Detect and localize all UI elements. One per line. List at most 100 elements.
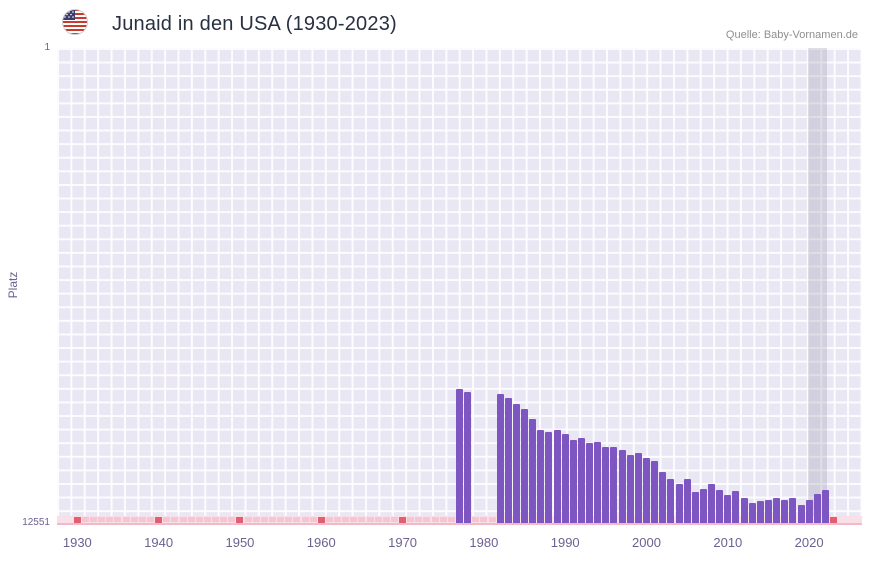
y-tick-top: 1 bbox=[44, 42, 50, 53]
bar-2013[interactable] bbox=[748, 502, 756, 523]
unranked-mark-1944 bbox=[187, 517, 195, 522]
unranked-mark-1965 bbox=[358, 517, 366, 522]
bar-1983[interactable] bbox=[504, 398, 512, 523]
unranked-mark-1970 bbox=[399, 517, 407, 523]
unranked-mark-1974 bbox=[431, 517, 439, 522]
bar-2002[interactable] bbox=[659, 471, 667, 523]
bar-2014[interactable] bbox=[756, 501, 764, 523]
bar-1991[interactable] bbox=[569, 439, 577, 523]
x-tick-label-1980: 1980 bbox=[469, 535, 499, 550]
unranked-mark-1969 bbox=[390, 517, 398, 522]
bar-2008[interactable] bbox=[708, 483, 716, 523]
x-axis-labels: 1930 1940 1950 1960 1970 1980 1990 2000 2010 2020 bbox=[57, 535, 862, 555]
bar-2019[interactable] bbox=[797, 504, 805, 523]
bar-1982[interactable] bbox=[496, 394, 504, 523]
x-tick-label-2010: 2010 bbox=[713, 535, 743, 550]
bar-1995[interactable] bbox=[602, 447, 610, 523]
unranked-mark-1930 bbox=[73, 517, 81, 523]
bar-1998[interactable] bbox=[626, 454, 634, 523]
unranked-mark-1952 bbox=[252, 517, 260, 522]
unranked-mark-1937 bbox=[130, 517, 138, 522]
unranked-mark-1949 bbox=[228, 517, 236, 522]
bar-1984[interactable] bbox=[512, 403, 520, 523]
bar-2018[interactable] bbox=[789, 497, 797, 523]
x-tick-label-1950: 1950 bbox=[225, 535, 255, 550]
x-tick-label-1960: 1960 bbox=[306, 535, 336, 550]
bar-1987[interactable] bbox=[537, 430, 545, 523]
y-axis-label: Platz bbox=[6, 271, 20, 299]
bar-1978[interactable] bbox=[464, 392, 472, 523]
bar-2010[interactable] bbox=[724, 494, 732, 523]
unranked-mark-1968 bbox=[382, 517, 390, 522]
bar-2012[interactable] bbox=[740, 497, 748, 523]
unranked-mark-1979 bbox=[472, 517, 480, 522]
unranked-mark-1961 bbox=[325, 517, 333, 522]
bar-1988[interactable] bbox=[545, 432, 553, 523]
unranked-mark-1955 bbox=[277, 517, 285, 522]
unranked-mark-1981 bbox=[488, 517, 496, 522]
unranked-mark-1943 bbox=[179, 517, 187, 522]
unranked-mark-1975 bbox=[439, 517, 447, 522]
us-flag-icon bbox=[62, 9, 88, 35]
unranked-mark-1931 bbox=[81, 517, 89, 522]
unranked-mark-1941 bbox=[163, 517, 171, 522]
bar-1985[interactable] bbox=[521, 409, 529, 523]
unranked-mark-1960 bbox=[317, 517, 325, 523]
bar-2015[interactable] bbox=[764, 499, 772, 523]
bar-2009[interactable] bbox=[716, 490, 724, 523]
unranked-mark-1939 bbox=[147, 517, 154, 522]
unranked-mark-1938 bbox=[138, 517, 146, 522]
unranked-mark-1933 bbox=[98, 517, 106, 522]
y-tick-bottom: 12551 bbox=[22, 517, 50, 528]
plot-area bbox=[57, 48, 862, 525]
unranked-mark-1964 bbox=[350, 517, 358, 522]
bar-2022[interactable] bbox=[821, 490, 829, 523]
bar-2005[interactable] bbox=[683, 479, 691, 523]
x-tick-label-1990: 1990 bbox=[550, 535, 580, 550]
unranked-mark-1946 bbox=[203, 517, 211, 522]
bar-2011[interactable] bbox=[732, 490, 740, 523]
unranked-mark-1971 bbox=[407, 517, 415, 522]
bar-2007[interactable] bbox=[699, 488, 707, 523]
bar-2006[interactable] bbox=[691, 491, 699, 523]
source-text: Quelle: Baby-Vornamen.de bbox=[725, 29, 858, 41]
unranked-mark-1953 bbox=[260, 517, 268, 522]
bar-2001[interactable] bbox=[651, 461, 659, 523]
unranked-mark-1942 bbox=[171, 517, 179, 522]
bar-1993[interactable] bbox=[586, 443, 594, 523]
unranked-mark-1966 bbox=[366, 517, 374, 522]
x-tick-label-1970: 1970 bbox=[388, 535, 418, 550]
bar-2000[interactable] bbox=[643, 457, 651, 523]
bar-2003[interactable] bbox=[667, 479, 675, 523]
unranked-mark-1948 bbox=[220, 517, 228, 522]
unranked-mark-1959 bbox=[309, 517, 317, 522]
x-tick-label-2020: 2020 bbox=[794, 535, 824, 550]
bar-1994[interactable] bbox=[594, 441, 602, 523]
unranked-mark-1936 bbox=[122, 517, 130, 522]
bar-2017[interactable] bbox=[781, 499, 789, 523]
x-tick-label-1930: 1930 bbox=[62, 535, 92, 550]
bar-1986[interactable] bbox=[529, 418, 537, 523]
unranked-mark-1947 bbox=[212, 517, 220, 522]
unranked-mark-2023 bbox=[830, 517, 838, 523]
unranked-mark-1940 bbox=[155, 517, 163, 523]
bar-1992[interactable] bbox=[577, 437, 585, 523]
unranked-mark-1945 bbox=[195, 517, 203, 522]
unranked-mark-1957 bbox=[293, 517, 301, 522]
unranked-mark-1980 bbox=[480, 517, 488, 522]
unranked-mark-1934 bbox=[106, 517, 114, 522]
bar-2020[interactable] bbox=[805, 499, 813, 523]
bar-2016[interactable] bbox=[773, 497, 781, 523]
bar-1999[interactable] bbox=[634, 452, 642, 523]
unranked-mark-1954 bbox=[268, 517, 276, 522]
bar-1990[interactable] bbox=[561, 434, 569, 523]
bar-2021[interactable] bbox=[813, 494, 821, 523]
bar-1996[interactable] bbox=[610, 446, 618, 523]
unranked-mark-1951 bbox=[244, 517, 252, 522]
bar-1977[interactable] bbox=[456, 388, 463, 523]
unranked-mark-1972 bbox=[415, 517, 423, 522]
bar-1997[interactable] bbox=[618, 449, 626, 523]
bar-2004[interactable] bbox=[675, 483, 683, 523]
bar-1989[interactable] bbox=[553, 430, 561, 523]
